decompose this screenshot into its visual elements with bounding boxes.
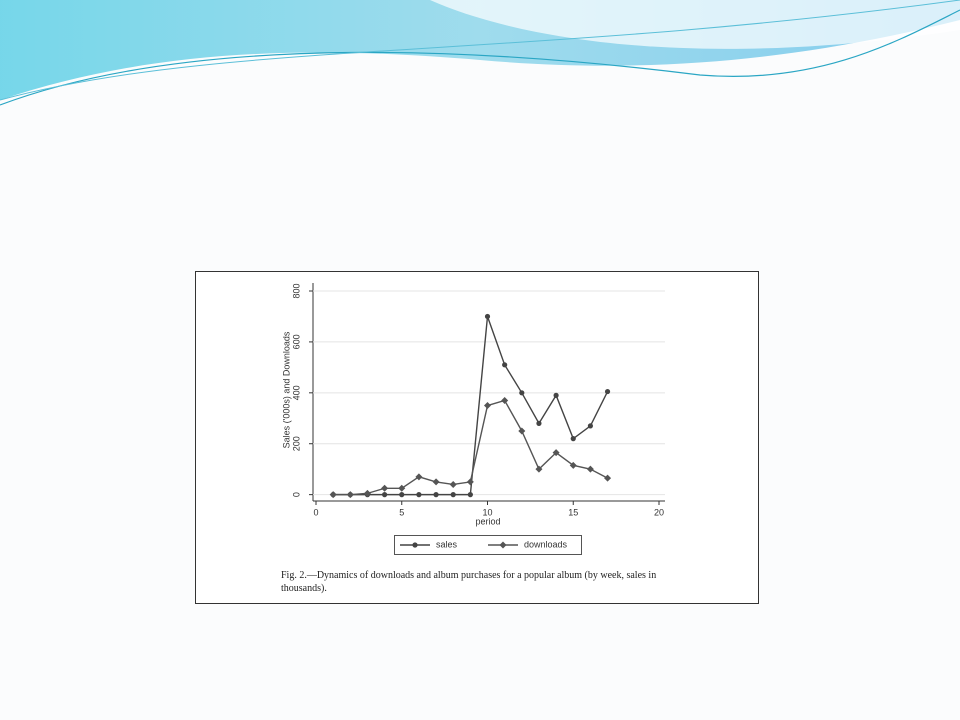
marker: [449, 480, 457, 488]
x-tick-label: 20: [654, 507, 664, 517]
marker: [519, 390, 525, 396]
x-tick-label: 0: [313, 507, 318, 517]
marker: [399, 492, 405, 498]
y-tick-label: 200: [291, 436, 301, 451]
y-tick-label: 800: [291, 283, 301, 298]
marker: [502, 362, 508, 368]
caption: Fig. 2.—Dynamics of downloads and album …: [281, 570, 657, 594]
x-tick-label: 15: [568, 507, 578, 517]
marker: [412, 542, 418, 548]
marker: [569, 461, 577, 469]
y-tick-label: 0: [291, 492, 301, 497]
marker: [518, 427, 526, 435]
marker: [484, 313, 491, 320]
marker: [415, 473, 423, 481]
marker: [604, 474, 612, 482]
y-axis-label: Sales ('000s) and Downloads: [281, 331, 291, 448]
marker: [499, 541, 507, 549]
marker: [552, 449, 560, 457]
marker: [467, 492, 473, 498]
marker: [484, 402, 491, 410]
marker: [586, 465, 594, 473]
marker: [466, 478, 474, 486]
y-tick-label: 400: [291, 385, 301, 400]
marker: [398, 484, 406, 492]
marker: [501, 396, 509, 404]
marker: [433, 492, 439, 498]
marker: [432, 478, 440, 486]
marker: [450, 492, 456, 498]
marker: [381, 484, 389, 492]
marker: [346, 491, 354, 499]
marker: [363, 489, 371, 497]
marker: [553, 392, 559, 398]
legend-label: downloads: [524, 539, 568, 549]
marker: [329, 491, 337, 499]
marker: [382, 492, 388, 498]
x-tick-label: 5: [399, 507, 404, 517]
y-tick-label: 600: [291, 334, 301, 349]
x-axis-label: period: [475, 516, 500, 526]
marker: [604, 388, 611, 395]
marker: [587, 423, 594, 429]
marker: [570, 436, 576, 442]
marker: [416, 492, 422, 498]
marker: [535, 465, 543, 473]
x-tick-label: 10: [482, 507, 492, 517]
marker: [536, 420, 542, 426]
legend-label: sales: [436, 539, 458, 549]
